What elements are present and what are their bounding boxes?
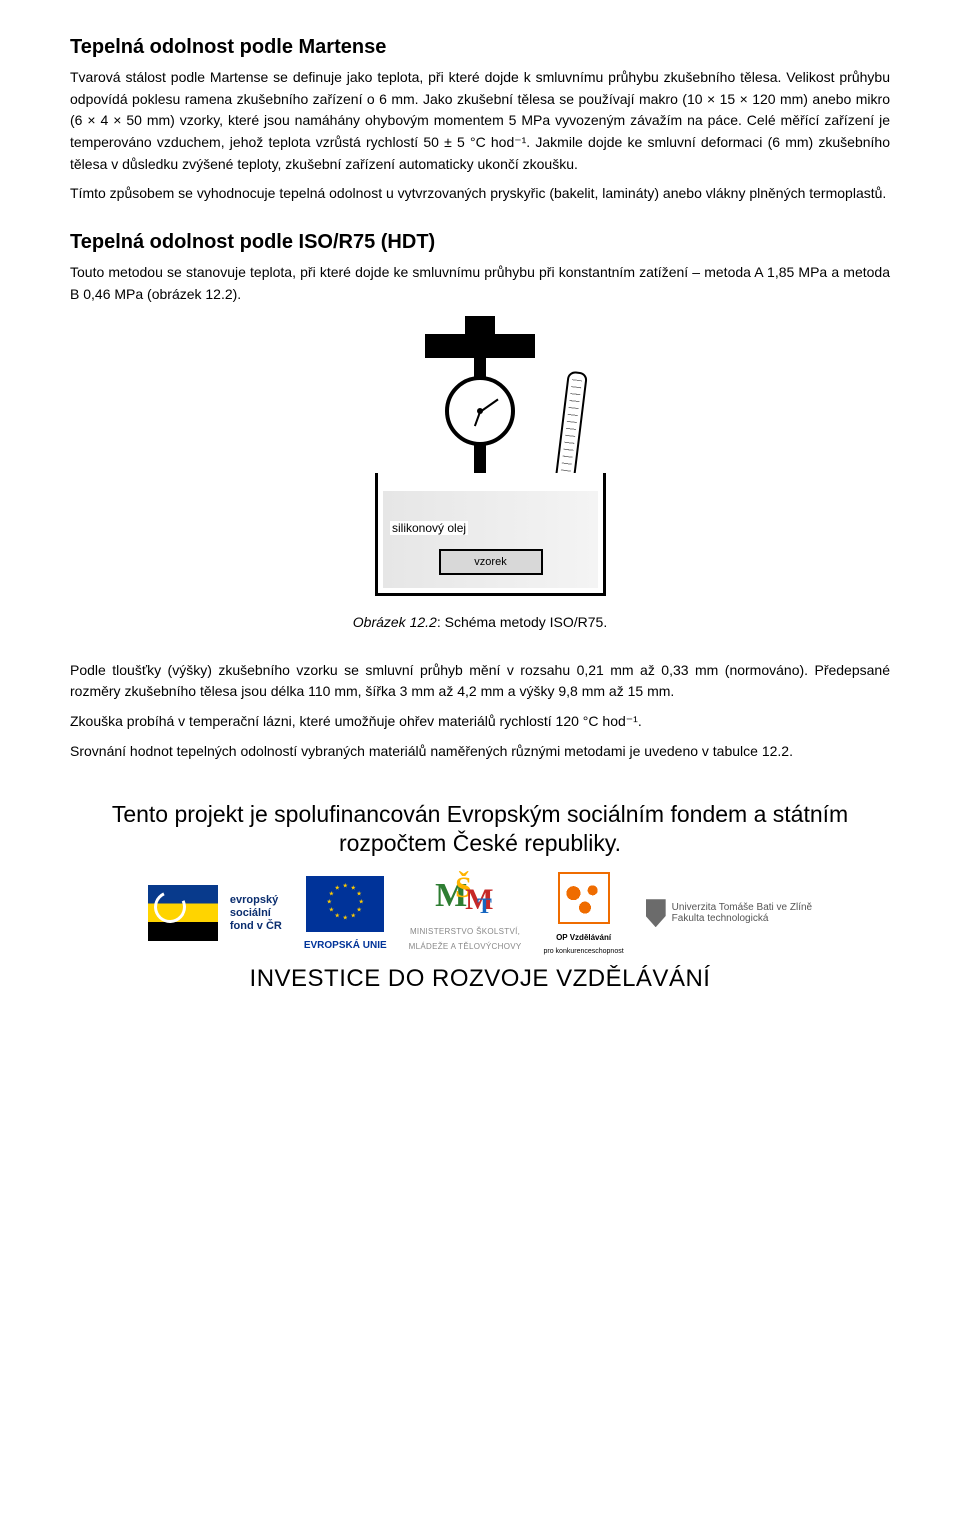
figure-caption-number: Obrázek 12.2	[353, 614, 437, 630]
invest-slogan: INVESTICE DO ROZVOJE VZDĚLÁVÁNÍ	[70, 965, 890, 993]
esf-flag-icon	[148, 885, 218, 941]
figure-caption: Obrázek 12.2: Schéma metody ISO/R75.	[70, 614, 890, 630]
eu-logo: EVROPSKÁ UNIE	[304, 876, 387, 951]
hdt-paragraph-1: Touto metodou se stanovuje teplota, při …	[70, 262, 890, 305]
heading-martens: Tepelná odolnost podle Martense	[70, 36, 890, 59]
op-caption-2: pro konkurenceschopnost	[544, 948, 624, 955]
sample-label: vzorek	[439, 549, 543, 575]
bath-container-icon: silikonový olej vzorek	[375, 473, 606, 596]
msmt-caption-2: MLÁDEŽE A TĚLOVÝCHOVY	[409, 942, 522, 951]
dial-gauge-icon	[445, 376, 515, 446]
msmt-logo: MŠMT MINISTERSTVO ŠKOLSTVÍ, MLÁDEŽE A TĚ…	[409, 875, 522, 951]
op-logo: OP Vzdělávání pro konkurenceschopnost	[544, 872, 624, 955]
utb-line-1: Univerzita Tomáše Bati ve Zlíně	[672, 902, 812, 913]
msmt-caption-1: MINISTERSTVO ŠKOLSTVÍ,	[410, 927, 520, 936]
esf-logo: evropský sociální fond v ČR	[148, 885, 282, 941]
utb-logo: Univerzita Tomáše Bati ve Zlíně Fakulta …	[646, 899, 812, 927]
oil-label: silikonový olej	[390, 521, 468, 535]
figure-hdt-diagram: silikonový olej vzorek	[70, 316, 890, 606]
sponsor-statement: Tento projekt je spolufinancován Evropsk…	[70, 800, 890, 858]
martens-paragraph-1: Tvarová stálost podle Martense se definu…	[70, 67, 890, 175]
op-mark-icon	[558, 872, 610, 924]
hdt-paragraph-3: Zkouška probíhá v temperační lázni, kter…	[70, 711, 890, 733]
op-caption-1: OP Vzdělávání	[556, 933, 611, 942]
eu-label: EVROPSKÁ UNIE	[304, 940, 387, 951]
figure-caption-text: : Schéma metody ISO/R75.	[437, 614, 607, 630]
hdt-paragraph-2: Podle tloušťky (výšky) zkušebního vzorku…	[70, 660, 890, 703]
heading-hdt: Tepelná odolnost podle ISO/R75 (HDT)	[70, 231, 890, 254]
hdt-paragraph-4: Srovnání hodnot tepelných odolností vybr…	[70, 741, 890, 763]
martens-paragraph-2: Tímto způsobem se vyhodnocuje tepelná od…	[70, 183, 890, 205]
eu-flag-icon	[306, 876, 384, 932]
utb-mark-icon	[646, 899, 666, 927]
msmt-mark-icon: MŠMT	[435, 875, 495, 919]
esf-text: evropský sociální fond v ČR	[230, 894, 282, 932]
logo-strip: evropský sociální fond v ČR EVROPSKÁ UNI…	[70, 872, 890, 955]
utb-line-2: Fakulta technologická	[672, 913, 812, 924]
